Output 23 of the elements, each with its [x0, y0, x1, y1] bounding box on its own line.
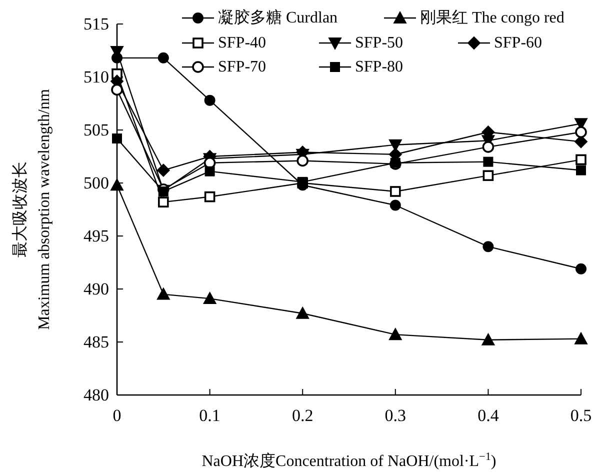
x-tick-label: 0.4 — [478, 406, 500, 425]
y-tick-label: 495 — [84, 226, 109, 246]
y-tick-label: 500 — [84, 174, 109, 192]
x-axis-title: NaOH浓度Concentration of NaOH/(mol·L$^{−1}$) — [202, 451, 496, 470]
y-tick-label: 515 — [84, 14, 109, 34]
legend-label: SFP-50 — [355, 34, 404, 52]
y-tick-label: 505 — [84, 120, 109, 140]
y-tick-label: 485 — [84, 332, 109, 352]
legend-label: 刚果红 The congo red — [420, 10, 564, 26]
legend-label: SFP-60 — [494, 34, 542, 52]
legend-label: SFP-70 — [218, 58, 266, 76]
legend-label: SFP-40 — [218, 34, 266, 52]
y-tick-label: 490 — [84, 280, 109, 298]
y-axis-title: 最大吸收波长 Maximum absorption wavelength/nm — [10, 88, 52, 330]
legend-label: SFP-80 — [355, 58, 404, 76]
x-tick-label: 0 — [112, 406, 122, 425]
x-tick-label: 0.3 — [384, 406, 406, 425]
x-tick-label: 0.5 — [570, 406, 592, 425]
legend-label: 凝胶多糖 Curdlan — [218, 8, 338, 26]
y-tick-label: 480 — [84, 386, 109, 404]
x-tick-label: 0.2 — [292, 406, 314, 425]
y-tick-label: 510 — [84, 68, 109, 86]
x-tick-label: 0.1 — [199, 406, 220, 425]
